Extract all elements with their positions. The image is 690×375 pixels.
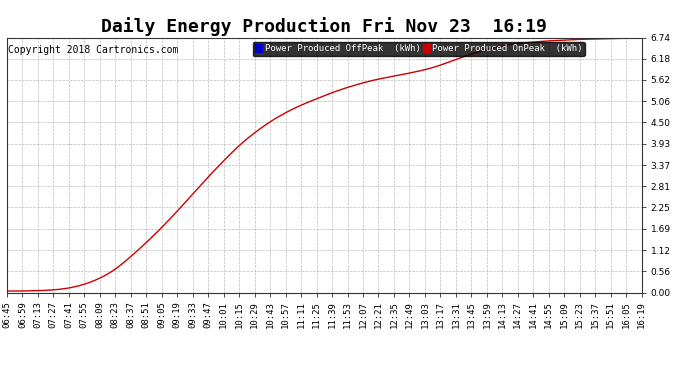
Legend: Power Produced OffPeak  (kWh), Power Produced OnPeak  (kWh): Power Produced OffPeak (kWh), Power Prod… — [253, 42, 585, 56]
Text: Copyright 2018 Cartronics.com: Copyright 2018 Cartronics.com — [8, 45, 179, 55]
Title: Daily Energy Production Fri Nov 23  16:19: Daily Energy Production Fri Nov 23 16:19 — [101, 17, 547, 36]
